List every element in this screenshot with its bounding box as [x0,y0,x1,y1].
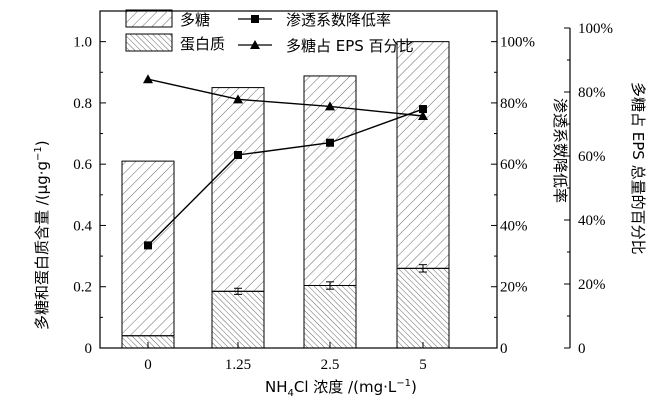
y2-axis-title: 渗透系数降低率 [551,98,569,203]
x-tick-label: 2.5 [321,357,340,373]
point-eps-ratio [418,111,428,120]
bar-polysaccharide [303,75,357,287]
point-eps-ratio [233,94,243,104]
y3-tick-label: 60% [578,149,606,165]
lines [143,74,428,250]
y3-tick-label: 80% [578,85,606,101]
x-axis-title: NH4Cl 浓度 /(mg·L−1) [265,378,417,399]
point-permeability [144,241,152,250]
y3-tick-label: 0 [578,341,586,357]
legend-marker-square [251,15,259,23]
point-eps-ratio [143,74,153,84]
y2-tick-label: 40% [500,218,528,234]
y-tick-label: 0 [85,341,93,357]
legend-swatch-protein [125,33,173,52]
line-eps-ratio [147,78,424,117]
y2-tick-label: 20% [500,280,528,296]
x-tick-label: 5 [419,357,427,373]
y-tick-label: 0.8 [73,96,92,112]
legend-label-polysaccharide: 多糖 [180,11,210,29]
legend-label-protein: 蛋白质 [180,35,225,53]
legend: 多糖 蛋白质 渗透系数降低率 多糖占 EPS 百分比 [125,9,414,55]
legend-label-eps-ratio: 多糖占 EPS 百分比 [286,37,414,55]
y-tick-label: 0.2 [73,280,92,296]
y2-tick-label: 60% [500,157,528,173]
legend-swatch-polysaccharide [125,9,173,28]
point-permeability [326,138,334,147]
legend-marker-triangle [250,40,260,49]
bar-polysaccharide [211,87,265,292]
y3-tick-label: 20% [578,277,606,293]
legend-label-permeability: 渗透系数降低率 [286,11,391,29]
x-tick-label: 1.25 [225,357,251,373]
y2-tick-label: 100% [500,35,535,51]
y2-tick-label: 80% [500,96,528,112]
bar-protein [303,285,357,349]
y2-tick-label: 0 [500,341,508,357]
plot-frame [99,10,498,349]
y-tick-label: 1.0 [73,35,92,51]
ticks: 0 0.2 0.4 0.6 0.8 1.0 0 20% 40% 60% 80% 100% 0 20% 40%… [73,10,613,373]
y3-axis-title: 多糖占 EPS 总量的百分比 [629,82,647,255]
x-tick-label: 0 [144,357,152,373]
point-permeability [234,150,242,159]
point-permeability [419,105,427,114]
bar-polysaccharide [396,41,450,269]
y3-tick-label: 100% [578,21,613,37]
bar-protein [396,267,450,349]
y3-tick-label: 40% [578,213,606,229]
y-tick-label: 0.4 [73,218,92,234]
line-permeability [147,108,424,246]
bars [121,41,450,349]
y-axis-title: 多糖和蛋白质含量 /(μg·g−1) [33,140,51,330]
y-tick-label: 0.6 [73,157,92,173]
point-eps-ratio [325,101,335,111]
bar-protein [211,290,265,349]
